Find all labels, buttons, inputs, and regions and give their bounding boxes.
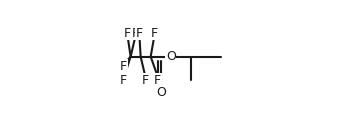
- Text: F: F: [136, 27, 143, 40]
- Text: F: F: [151, 27, 158, 40]
- Text: O: O: [166, 50, 176, 63]
- Text: F: F: [124, 27, 131, 40]
- Text: F: F: [154, 74, 161, 87]
- Text: F: F: [132, 27, 139, 40]
- Text: F: F: [120, 74, 127, 87]
- Text: F: F: [142, 74, 149, 87]
- Text: F: F: [120, 60, 127, 73]
- Text: O: O: [156, 86, 166, 99]
